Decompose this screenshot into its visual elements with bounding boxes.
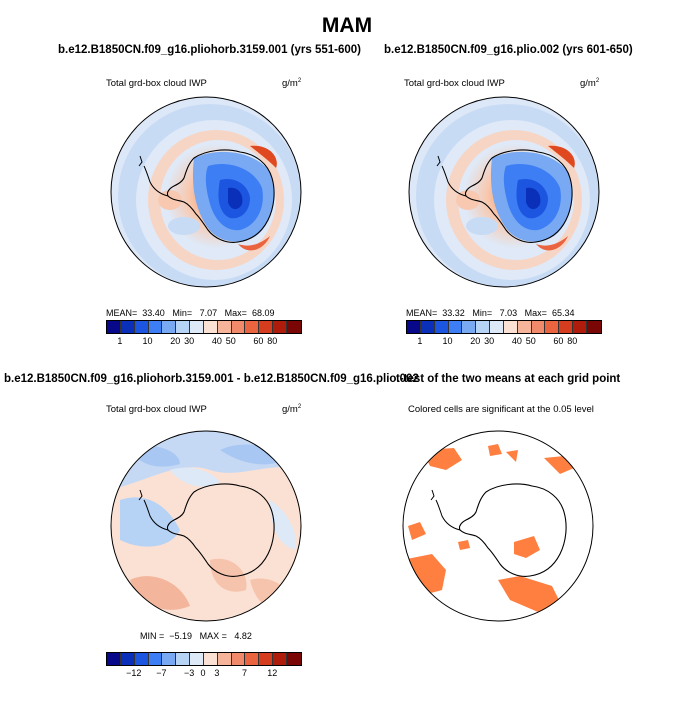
colorbar-swatch bbox=[420, 321, 435, 333]
colorbar-swatch bbox=[245, 653, 260, 665]
colorbar-swatch bbox=[273, 653, 287, 665]
colorbar-swatch bbox=[231, 653, 246, 665]
panel-2-subtitle: Total grd-box cloud IWP bbox=[404, 78, 505, 89]
colorbar-swatch bbox=[286, 321, 301, 333]
panel-2-map bbox=[408, 96, 600, 288]
colorbar-tick-label: 50 bbox=[225, 336, 236, 346]
panel-2-colorbar-ticks: 1 10 20 30 40 50 60 80 bbox=[406, 336, 600, 348]
colorbar-swatch bbox=[490, 321, 504, 333]
colorbar-swatch bbox=[190, 653, 204, 665]
panel-3-units: g/m2 bbox=[282, 404, 302, 416]
panel-2-stats: MEAN= 33.32 Min= 7.03 Max= 65.34 bbox=[406, 308, 575, 318]
panel-1-units: g/m2 bbox=[282, 78, 302, 90]
colorbar-swatch bbox=[545, 321, 560, 333]
colorbar-tick-label: 20 bbox=[170, 336, 181, 346]
panel-1-stats: MEAN= 33.40 Min= 7.07 Max= 68.09 bbox=[106, 308, 275, 318]
colorbar-tick-label: 30 bbox=[184, 336, 195, 346]
colorbar-tick-label: 80 bbox=[567, 336, 578, 346]
colorbar-swatch bbox=[503, 321, 518, 333]
colorbar-tick-label: 40 bbox=[211, 336, 222, 346]
panel-2-colorbar bbox=[406, 320, 602, 334]
colorbar-swatch bbox=[259, 321, 274, 333]
colorbar-tick-label: 40 bbox=[511, 336, 522, 346]
colorbar-tick-label: 10 bbox=[442, 336, 453, 346]
colorbar-tick-label: 80 bbox=[267, 336, 278, 346]
panel-3-stats: MIN = −5.19 MAX = 4.82 bbox=[140, 631, 252, 641]
colorbar-swatch bbox=[448, 321, 463, 333]
panel-1-colorbar bbox=[106, 320, 302, 334]
panel-2-units: g/m2 bbox=[580, 78, 600, 90]
colorbar-swatch bbox=[259, 653, 274, 665]
colorbar-swatch bbox=[286, 653, 301, 665]
colorbar-swatch bbox=[203, 653, 218, 665]
colorbar-tick-label: 7 bbox=[242, 668, 248, 678]
panel-4-title: t-test of the two means at each grid poi… bbox=[396, 373, 621, 385]
colorbar-tick-label: 60 bbox=[253, 336, 264, 346]
colorbar-tick-label: 20 bbox=[470, 336, 481, 346]
colorbar-tick-label: −3 bbox=[184, 668, 195, 678]
colorbar-tick-label: 1 bbox=[417, 336, 423, 346]
colorbar-tick-label: 60 bbox=[553, 336, 564, 346]
colorbar-swatch bbox=[203, 321, 218, 333]
colorbar-swatch bbox=[148, 321, 163, 333]
colorbar-swatch bbox=[120, 653, 135, 665]
colorbar-swatch bbox=[162, 321, 177, 333]
colorbar-swatch bbox=[407, 321, 421, 333]
colorbar-swatch bbox=[176, 321, 191, 333]
colorbar-swatch bbox=[462, 321, 477, 333]
colorbar-swatch bbox=[190, 321, 204, 333]
colorbar-swatch bbox=[107, 321, 121, 333]
colorbar-swatch bbox=[531, 321, 546, 333]
colorbar-tick-label: 12 bbox=[267, 668, 278, 678]
colorbar-swatch bbox=[573, 321, 587, 333]
panel-4-subtitle: Colored cells are significant at the 0.0… bbox=[408, 404, 594, 415]
colorbar-swatch bbox=[559, 321, 574, 333]
colorbar-swatch bbox=[273, 321, 287, 333]
main-title: MAM bbox=[321, 14, 373, 37]
colorbar-swatch bbox=[134, 321, 149, 333]
colorbar-swatch bbox=[517, 321, 532, 333]
colorbar-tick-label: 3 bbox=[214, 668, 220, 678]
panel-1-map bbox=[110, 96, 302, 288]
colorbar-swatch bbox=[231, 321, 246, 333]
panel-3-title: b.e12.B1850CN.f09_g16.pliohorb.3159.001 … bbox=[4, 373, 419, 385]
colorbar-swatch bbox=[107, 653, 121, 665]
colorbar-swatch bbox=[134, 653, 149, 665]
colorbar-swatch bbox=[162, 653, 177, 665]
colorbar-swatch bbox=[586, 321, 601, 333]
colorbar-swatch bbox=[245, 321, 260, 333]
panel-3-colorbar bbox=[106, 652, 302, 666]
colorbar-tick-label: −12 bbox=[126, 668, 142, 678]
colorbar-tick-label: 0 bbox=[200, 668, 206, 678]
panel-3-map bbox=[110, 430, 302, 622]
colorbar-tick-label: 10 bbox=[142, 336, 153, 346]
colorbar-swatch bbox=[148, 653, 163, 665]
colorbar-tick-label: 50 bbox=[525, 336, 536, 346]
colorbar-tick-label: 1 bbox=[117, 336, 123, 346]
panel-3-subtitle: Total grd-box cloud IWP bbox=[106, 404, 207, 415]
colorbar-tick-label: 30 bbox=[484, 336, 495, 346]
colorbar-swatch bbox=[476, 321, 491, 333]
panel-1-subtitle: Total grd-box cloud IWP bbox=[106, 78, 207, 89]
panel-1-colorbar-ticks: 1 10 20 30 40 50 60 80 bbox=[106, 336, 300, 348]
panel-3-colorbar-ticks: −12 −7 −3 0 3 7 12 bbox=[106, 668, 300, 680]
colorbar-swatch bbox=[434, 321, 449, 333]
colorbar-tick-label: −7 bbox=[156, 668, 167, 678]
panel-4-map bbox=[402, 430, 594, 622]
panel-1-title: b.e12.B1850CN.f09_g16.pliohorb.3159.001 … bbox=[58, 44, 361, 56]
panel-2-title: b.e12.B1850CN.f09_g16.plio.002 (yrs 601-… bbox=[384, 44, 633, 56]
colorbar-swatch bbox=[120, 321, 135, 333]
colorbar-swatch bbox=[217, 653, 232, 665]
colorbar-swatch bbox=[217, 321, 232, 333]
colorbar-swatch bbox=[176, 653, 191, 665]
